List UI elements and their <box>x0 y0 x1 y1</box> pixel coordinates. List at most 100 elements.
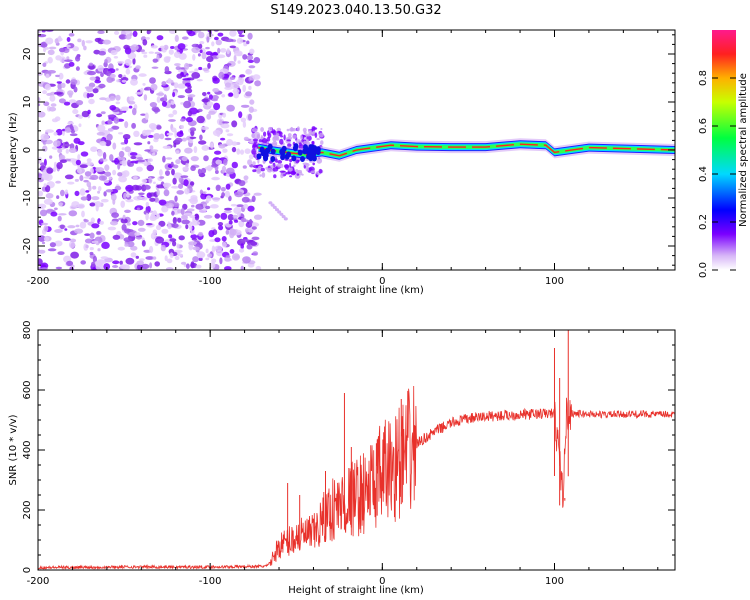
noise-blob <box>204 166 213 171</box>
noise-blob <box>49 155 53 159</box>
transition-blob <box>287 143 292 147</box>
noise-blob <box>214 150 222 155</box>
noise-blob <box>143 162 148 166</box>
noise-blob <box>118 34 127 40</box>
noise-blob <box>114 157 119 165</box>
noise-blob <box>167 78 172 84</box>
noise-blob <box>177 43 186 50</box>
noise-blob <box>171 210 175 216</box>
noise-blob <box>240 217 247 223</box>
noise-blob <box>45 193 54 199</box>
noise-blob <box>161 100 168 107</box>
noise-blob <box>192 246 200 251</box>
transition-blob <box>286 128 290 132</box>
noise-blob <box>135 185 142 191</box>
noise-blob <box>38 30 41 34</box>
noise-blob <box>145 201 149 207</box>
y-tick-label: 800 <box>22 320 33 339</box>
noise-blob <box>112 234 121 240</box>
transition-blob <box>289 159 293 163</box>
noise-blob <box>211 258 217 264</box>
noise-blob <box>72 46 79 52</box>
noise-blob <box>191 46 200 54</box>
noise-blob <box>65 79 71 84</box>
noise-blob <box>60 82 66 88</box>
noise-blob <box>250 222 260 227</box>
noise-blob <box>224 82 232 88</box>
noise-blob <box>38 103 41 107</box>
noise-blob <box>68 147 77 153</box>
noise-blob <box>246 55 254 61</box>
noise-blob <box>147 134 154 138</box>
noise-blob <box>162 145 171 149</box>
noise-blob <box>173 51 181 58</box>
noise-blob <box>245 69 253 75</box>
noise-blob <box>168 119 176 122</box>
noise-blob <box>131 122 137 129</box>
noise-blob <box>107 119 113 125</box>
noise-blob <box>225 129 230 133</box>
noise-blob <box>45 185 51 193</box>
noise-blob <box>159 45 165 49</box>
noise-blob <box>220 137 226 141</box>
noise-blob <box>212 77 220 84</box>
noise-blob <box>184 88 193 94</box>
signal-track-core <box>258 143 675 157</box>
noise-blob <box>54 116 61 122</box>
noise-blob <box>245 228 249 233</box>
noise-blob <box>209 143 214 148</box>
noise-blob <box>152 181 156 185</box>
noise-blob <box>252 74 261 80</box>
noise-blob <box>158 199 167 206</box>
noise-blob <box>159 176 165 179</box>
noise-blob <box>206 113 212 120</box>
noise-blob <box>238 34 245 38</box>
noise-blob <box>74 228 84 234</box>
noise-blob <box>104 139 112 147</box>
noise-blob <box>240 238 250 242</box>
noise-blob <box>39 209 48 217</box>
noise-blob <box>147 158 153 163</box>
noise-blob <box>124 209 131 213</box>
noise-blob <box>199 49 203 53</box>
noise-blob <box>91 196 100 201</box>
noise-blob <box>220 212 228 220</box>
y-tick-label: 400 <box>22 440 33 459</box>
noise-blob <box>46 167 54 174</box>
noise-blob <box>153 133 161 140</box>
transition-blob <box>260 127 264 132</box>
noise-blob <box>44 47 50 50</box>
noise-blob <box>38 249 46 254</box>
noise-blob <box>115 101 121 105</box>
noise-blob <box>182 36 189 40</box>
noise-blob <box>44 173 53 181</box>
noise-blob <box>248 218 253 227</box>
noise-blob <box>40 262 49 270</box>
noise-blob <box>230 82 239 90</box>
noise-blob <box>225 183 231 190</box>
x-tick-label: 100 <box>545 576 564 587</box>
transition-blob <box>251 128 258 133</box>
noise-blob <box>41 30 46 33</box>
noise-blob <box>130 44 139 51</box>
track-blob <box>270 148 276 155</box>
noise-blob <box>109 154 114 162</box>
noise-blob <box>92 185 97 190</box>
noise-blob <box>130 245 138 251</box>
noise-blob <box>239 149 245 155</box>
noise-blob <box>55 128 63 136</box>
noise-blob <box>148 192 157 197</box>
noise-blob <box>175 159 181 165</box>
noise-blob <box>84 238 93 244</box>
noise-blob <box>85 244 89 249</box>
noise-blob <box>92 255 97 263</box>
noise-blob <box>115 68 119 71</box>
noise-blob <box>249 48 255 55</box>
noise-blob <box>54 207 58 211</box>
noise-blob <box>249 99 255 105</box>
y-tick-label: 200 <box>22 500 33 519</box>
noise-blob <box>239 74 246 78</box>
colorbar-tick-label: 0.2 <box>698 214 709 230</box>
noise-blob <box>140 49 145 53</box>
noise-blob <box>136 207 140 211</box>
